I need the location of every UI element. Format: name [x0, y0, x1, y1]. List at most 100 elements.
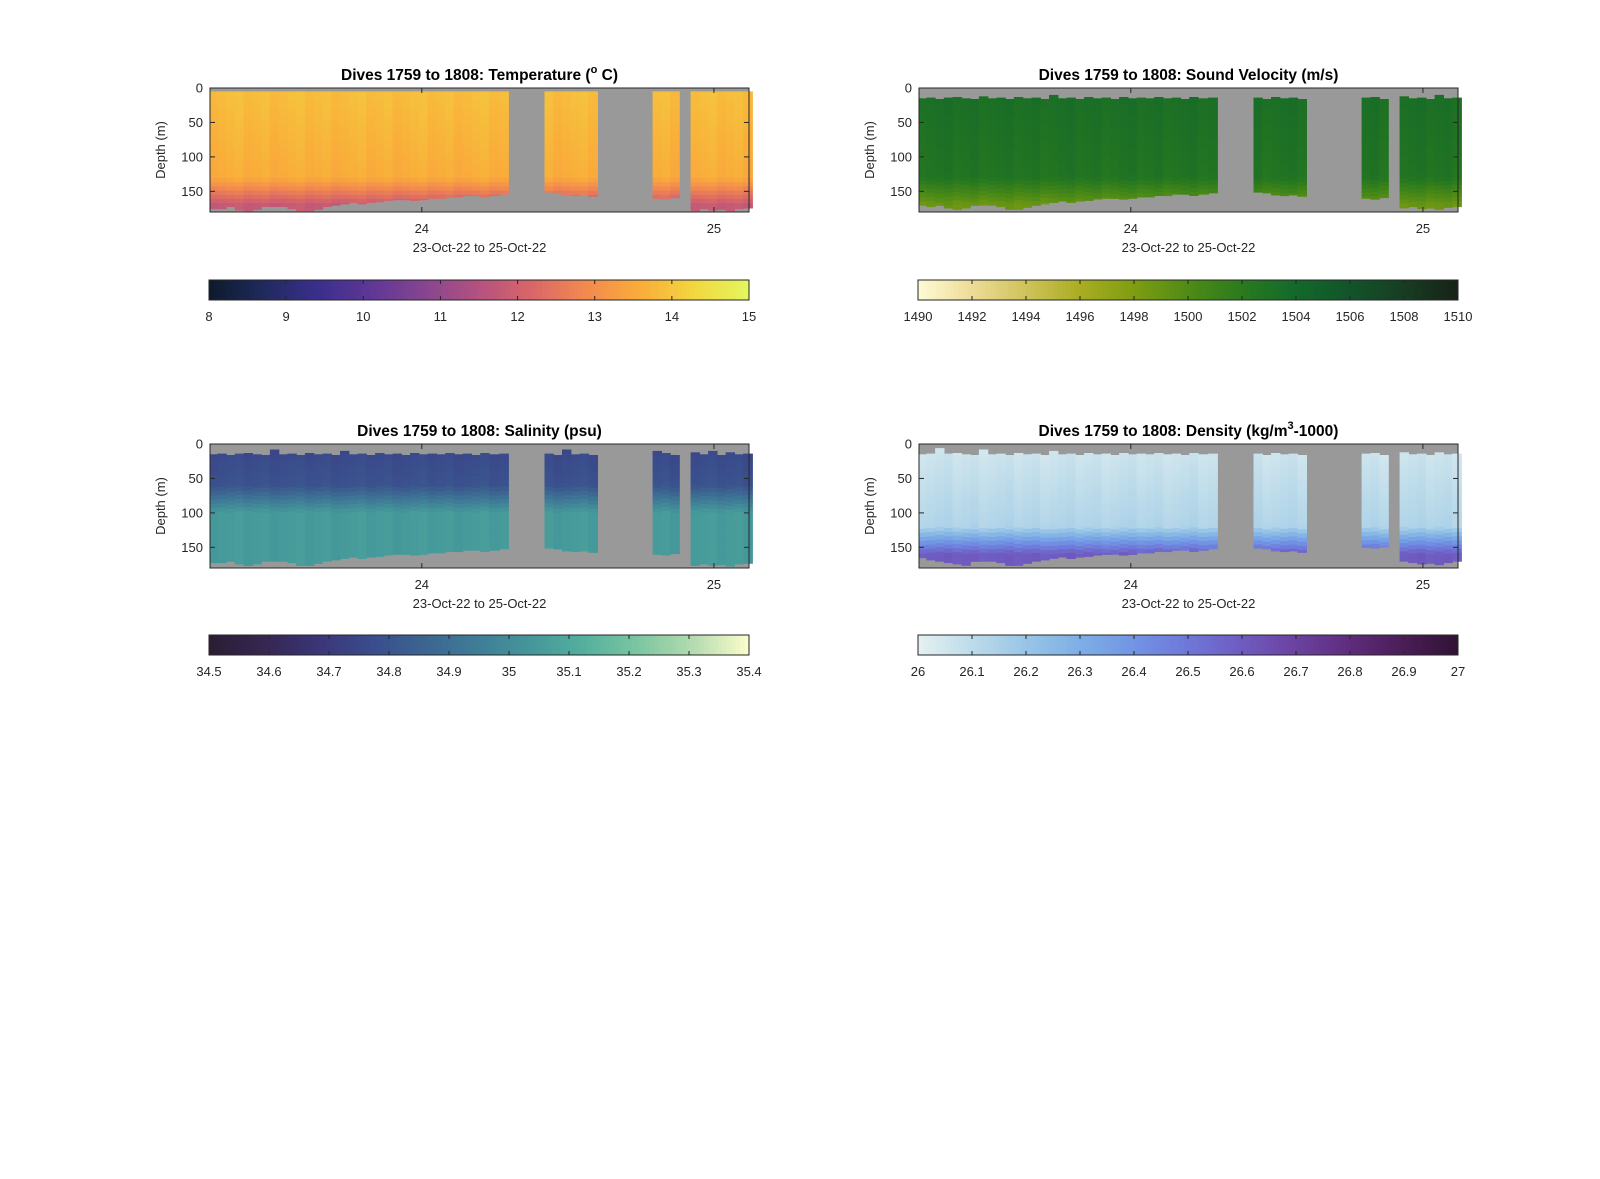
data-cell — [935, 198, 945, 203]
data-cell — [1066, 114, 1076, 119]
data-cell — [287, 548, 297, 554]
data-cell — [978, 552, 989, 558]
data-cell — [570, 136, 581, 142]
data-cell — [1297, 185, 1307, 191]
data-cell — [1005, 194, 1015, 199]
data-cell — [1297, 148, 1307, 154]
data-cell — [1057, 197, 1068, 202]
data-cell — [670, 488, 680, 493]
data-cell — [471, 463, 481, 468]
data-cell — [445, 190, 455, 196]
dive-column — [392, 453, 402, 555]
data-cell — [427, 99, 437, 105]
data-cell — [553, 186, 563, 192]
data-cell — [445, 502, 455, 508]
data-cell — [970, 140, 980, 146]
data-cell — [1198, 193, 1209, 195]
data-cell — [987, 139, 998, 145]
data-cell — [562, 116, 572, 121]
data-cell — [562, 461, 572, 467]
data-cell — [579, 174, 589, 179]
colorbar-segment — [1156, 280, 1162, 300]
data-cell — [1101, 163, 1111, 169]
data-cell — [961, 135, 971, 141]
data-cell — [661, 457, 671, 462]
dive-column — [383, 454, 394, 556]
colorbar-segment — [645, 280, 651, 300]
data-cell — [480, 510, 490, 516]
data-cell — [489, 157, 500, 163]
data-cell — [1022, 168, 1033, 174]
data-cell — [410, 465, 420, 471]
colorbar-segment — [1314, 280, 1319, 300]
data-cell — [1040, 504, 1050, 510]
data-cell — [1013, 97, 1024, 102]
data-cell — [652, 475, 662, 481]
x-tick-label: 24 — [1124, 221, 1138, 236]
data-cell — [313, 512, 324, 517]
data-cell — [453, 124, 464, 130]
data-cell — [1370, 109, 1380, 115]
colorbar-segment — [731, 635, 736, 655]
dive-column — [725, 91, 735, 212]
data-cell — [919, 168, 927, 174]
data-cell — [725, 506, 735, 511]
data-cell — [304, 116, 315, 121]
data-cell — [1031, 544, 1041, 550]
data-cell — [952, 113, 962, 119]
dive-column — [970, 455, 980, 562]
data-cell — [252, 462, 262, 468]
data-cell — [699, 491, 709, 497]
data-cell — [287, 141, 297, 146]
data-cell — [322, 540, 332, 546]
data-cell — [1092, 160, 1103, 165]
data-cell — [579, 470, 589, 475]
data-cell — [340, 153, 350, 159]
data-cell — [1443, 114, 1453, 120]
data-cell — [987, 549, 998, 555]
data-cell — [652, 145, 662, 150]
data-cell — [453, 99, 464, 105]
data-cell — [952, 175, 962, 181]
data-cell — [234, 548, 245, 554]
data-cell — [1417, 122, 1427, 128]
data-cell — [1066, 105, 1076, 111]
data-cell — [375, 112, 385, 117]
data-cell — [453, 458, 464, 464]
data-cell — [734, 483, 744, 488]
data-cell — [935, 559, 945, 562]
data-cell — [1288, 122, 1298, 128]
data-cell — [1408, 164, 1418, 170]
data-cell — [1136, 176, 1146, 181]
data-cell — [252, 479, 262, 484]
data-cell — [1101, 110, 1111, 115]
data-cell — [499, 174, 509, 179]
data-cell — [366, 182, 376, 188]
data-cell — [1198, 102, 1209, 108]
colorbar-segment — [227, 635, 232, 655]
data-cell — [445, 95, 455, 101]
data-cell — [708, 455, 718, 460]
dive-column — [579, 453, 589, 552]
data-cell — [252, 145, 262, 150]
data-cell — [499, 141, 509, 146]
data-cell — [296, 467, 306, 473]
data-cell — [427, 153, 437, 159]
data-cell — [234, 95, 245, 101]
colorbar-segment — [447, 280, 453, 300]
data-cell — [1379, 103, 1389, 108]
colorbar-segment — [1323, 280, 1328, 300]
data-cell — [427, 178, 437, 183]
data-cell — [1425, 140, 1436, 146]
dive-column — [375, 91, 385, 203]
data-cell — [313, 479, 324, 484]
colorbar-segment — [1228, 280, 1234, 300]
data-cell — [304, 136, 315, 142]
data-cell — [1005, 99, 1015, 104]
data-cell — [445, 543, 455, 549]
data-cell — [261, 203, 271, 207]
data-cell — [348, 132, 359, 138]
data-cell — [445, 481, 455, 487]
data-cell — [579, 145, 589, 150]
